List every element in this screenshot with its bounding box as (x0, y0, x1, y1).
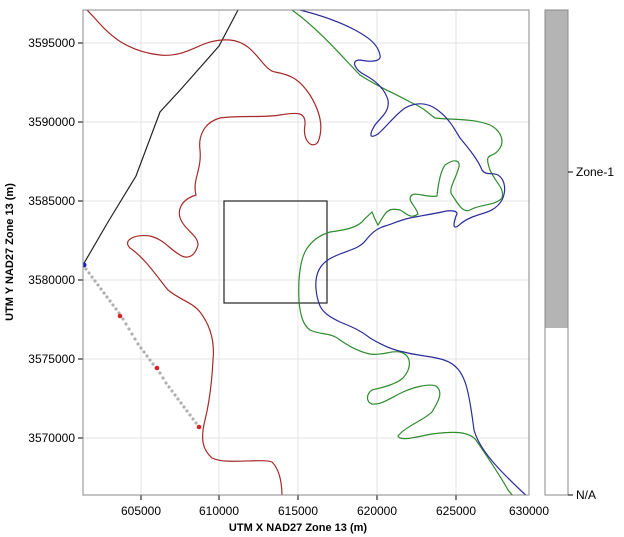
well-start-point (83, 262, 87, 268)
legend-frame (544, 9, 569, 496)
well-point (167, 385, 171, 389)
x-tick-label: 625000 (436, 504, 476, 518)
well-point (139, 346, 143, 350)
well-point (194, 421, 198, 425)
well-point (87, 271, 91, 275)
well-point (108, 299, 112, 303)
well-point (99, 287, 103, 291)
well-point (185, 409, 189, 413)
zone-1-swatch (545, 10, 568, 328)
well-point (130, 332, 134, 336)
well-point (188, 413, 192, 417)
well-point (114, 307, 118, 311)
well-point (182, 405, 186, 409)
x-tick-labels: 605000 610000 615000 620000 625000 63000… (121, 504, 549, 518)
well-point (102, 291, 106, 295)
well-point (93, 279, 97, 283)
well-point (121, 317, 125, 321)
y-tick-label: 3575000 (28, 352, 75, 366)
x-axis-title: UTM X NAD27 Zone 13 (m) (229, 522, 367, 534)
study-area-box (223, 200, 328, 304)
well-point (111, 303, 115, 307)
well-point (148, 358, 152, 362)
plot-frame (82, 9, 530, 496)
well-point (145, 354, 149, 358)
plot-area (82, 9, 530, 496)
zone-1-label: Zone-1 (576, 165, 614, 179)
y-tick-label: 3595000 (28, 36, 75, 50)
well-point (142, 350, 146, 354)
well-point (96, 283, 100, 287)
gridlines (83, 10, 529, 495)
well-point (173, 393, 177, 397)
well-point (158, 371, 162, 375)
na-swatch (545, 328, 568, 495)
well-marker-red (117, 313, 123, 319)
y-tick-labels: 3595000 3590000 3585000 3580000 3575000 … (28, 36, 75, 445)
red-contour (86, 10, 322, 495)
well-marker-red (196, 424, 202, 430)
y-tick-label: 3570000 (28, 431, 75, 445)
well-point (84, 267, 88, 271)
y-tick-label: 3590000 (28, 115, 75, 129)
well-point (90, 275, 94, 279)
well-marker-red (154, 365, 160, 371)
well-point (176, 397, 180, 401)
well-point (124, 322, 128, 326)
x-tick-label: 620000 (357, 504, 397, 518)
well-point (136, 342, 140, 346)
x-tick-label: 615000 (278, 504, 318, 518)
tick-marks (78, 42, 457, 500)
y-tick-label: 3580000 (28, 273, 75, 287)
green-contour (291, 10, 514, 495)
x-tick-label: 630000 (509, 504, 549, 518)
zone-legend: Zone-1 N/A (544, 9, 614, 502)
well-point (191, 417, 195, 421)
na-label: N/A (576, 488, 596, 502)
y-axis-title: UTM Y NAD27 Zone 13 (m) (4, 183, 16, 321)
well-point (151, 362, 155, 366)
y-tick-label: 3585000 (28, 194, 75, 208)
well-point (127, 327, 131, 331)
well-point (170, 389, 174, 393)
map-layers (83, 10, 527, 495)
boundary-line (83, 10, 239, 266)
well-point (164, 381, 168, 385)
blue-contour (299, 10, 527, 495)
well-point (161, 376, 165, 380)
well-point (105, 295, 109, 299)
well-trajectory (84, 267, 198, 425)
well-point (179, 401, 183, 405)
well-point (133, 337, 137, 341)
x-tick-label: 610000 (199, 504, 239, 518)
x-tick-label: 605000 (121, 504, 161, 518)
